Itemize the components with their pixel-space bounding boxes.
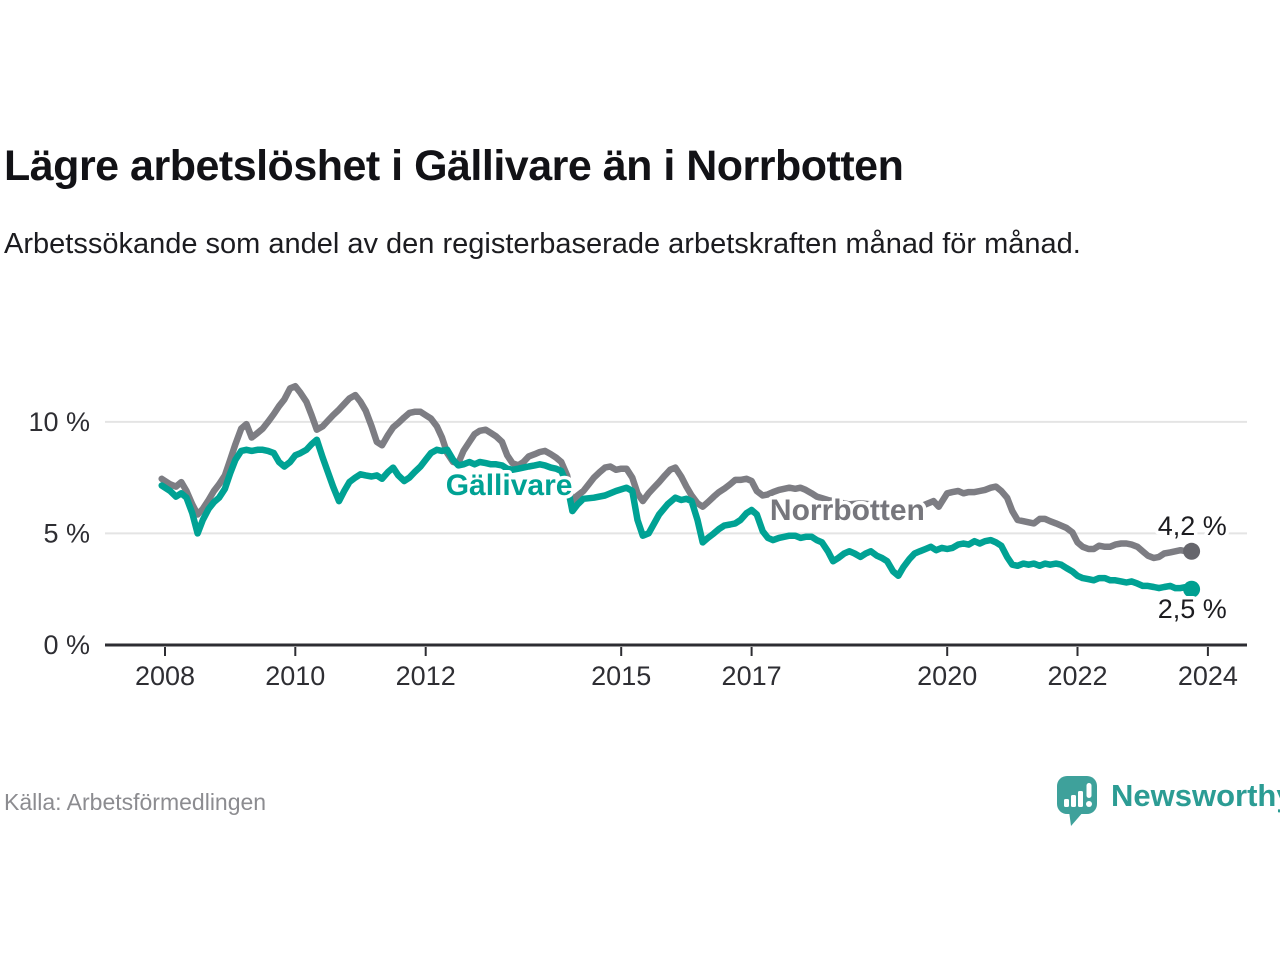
x-tick-label-2010: 2010 [265,661,325,691]
norrbotten-end-value-label: 4,2 % [1158,511,1227,541]
x-tick-label-2008: 2008 [135,661,195,691]
norrbotten-line [158,382,1195,562]
x-tick-label-2017: 2017 [722,661,782,691]
x-tick-label-2020: 2020 [917,661,977,691]
source-text: Källa: Arbetsförmedlingen [4,789,267,815]
logo-bar-2 [1071,795,1076,807]
newsworthy-logo-icon [1057,776,1097,826]
y-tick-label-0: 0 % [43,630,90,660]
chart-title: Lägre arbetslöshet i Gällivare än i Norr… [4,142,904,190]
norrbotten-end-dot [1183,542,1201,560]
newsworthy-logo-text: Newsworthy [1111,778,1280,813]
gallivare-end-value-label: 2,5 % [1158,594,1227,624]
x-tick-label-2012: 2012 [396,661,456,691]
y-tick-label-10: 10 % [28,407,90,437]
x-tick-label-2022: 2022 [1047,661,1107,691]
x-tick-label-2024: 2024 [1178,661,1238,691]
chart-subtitle: Arbetssökande som andel av den registerb… [4,228,1081,260]
logo-exclamation [1086,783,1092,798]
newsworthy-logo: Newsworthy [1056,775,1280,827]
gallivare-end-dot [1183,580,1201,598]
y-tick-label-5: 5 % [43,518,90,548]
gallivare-line [158,436,1195,593]
x-tick-label-2015: 2015 [591,661,651,691]
logo-bar-1 [1064,799,1069,807]
gallivare-series-label: Gällivare [446,469,573,502]
norrbotten-series-label: Norrbotten [770,494,925,527]
logo-bar-3 [1078,791,1083,807]
